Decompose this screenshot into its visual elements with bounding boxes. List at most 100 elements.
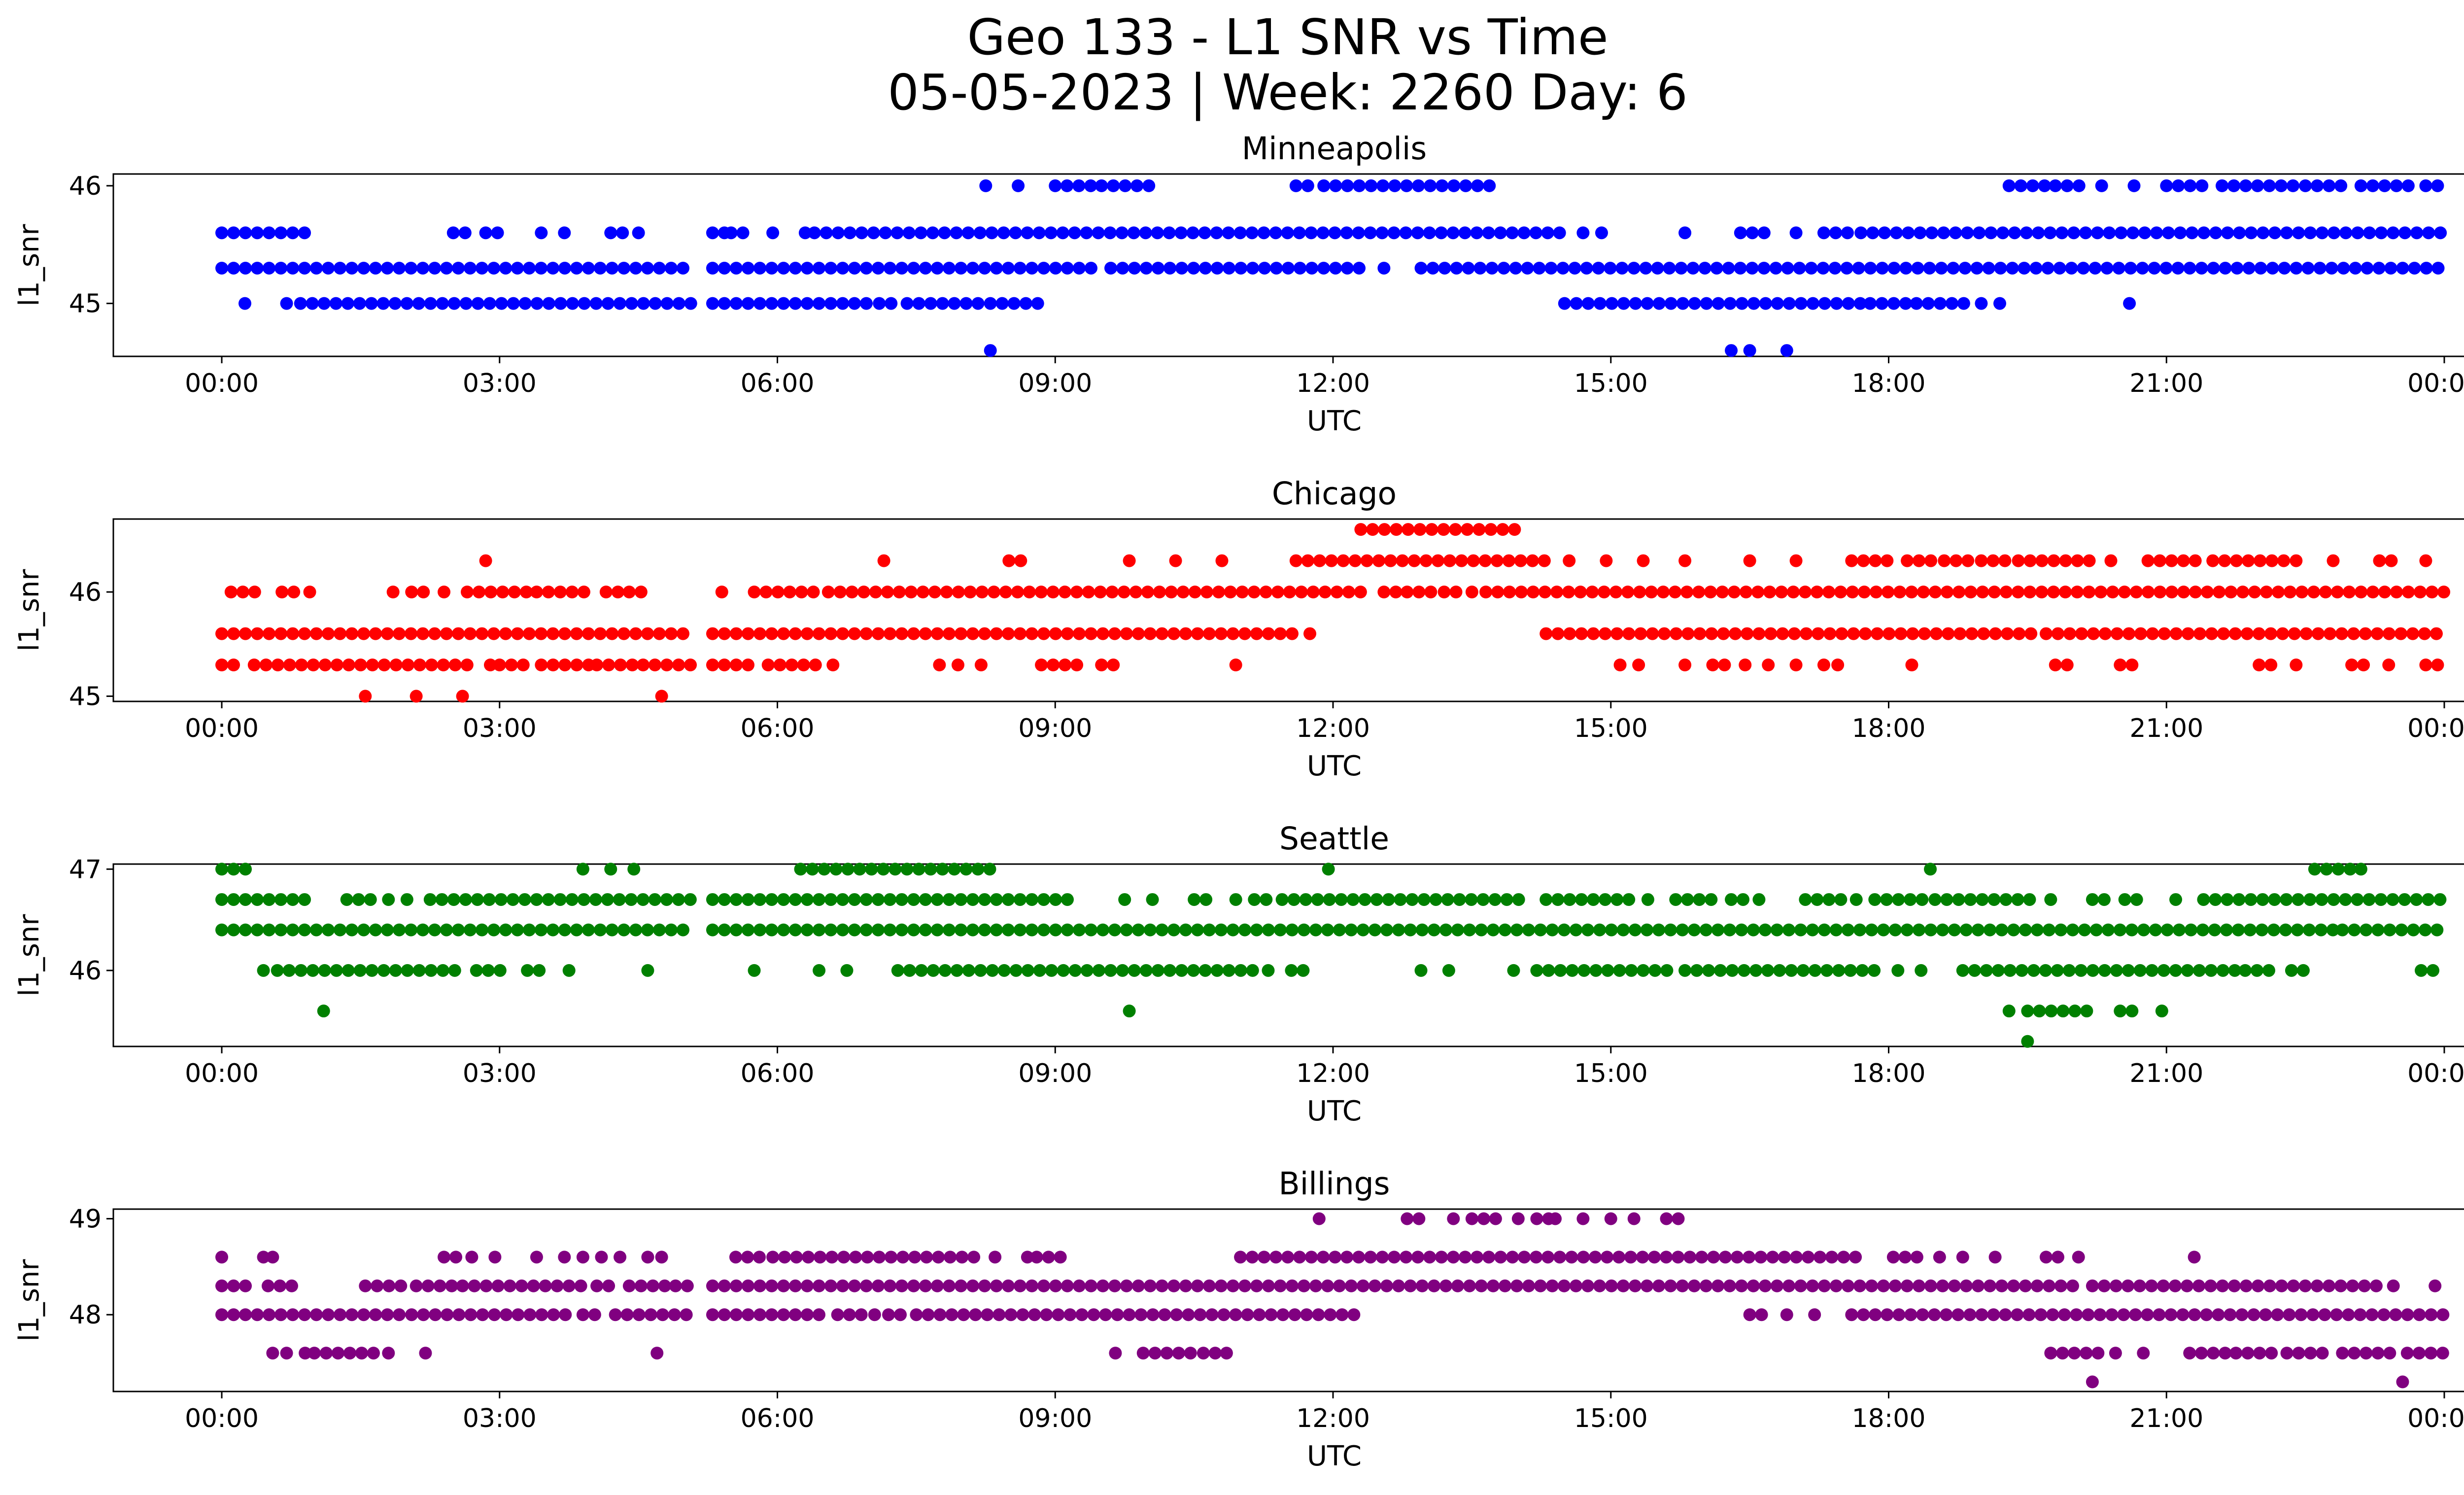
data-point [570,923,583,937]
data-point [1437,523,1450,536]
data-point [1533,261,1546,275]
data-point [706,923,719,937]
data-point [1690,964,1704,977]
data-point [1360,554,1373,567]
data-point [1176,586,1190,598]
data-point [599,586,613,598]
data-point [590,659,604,671]
data-point [251,226,264,240]
data-point [357,261,370,275]
data-point [2080,1347,2093,1360]
data-point [2315,893,2328,906]
data-point [1163,226,1176,240]
data-point [1108,627,1121,640]
data-point [1025,1279,1038,1292]
x-tick-label: 21:00 [2129,714,2203,743]
data-point [1084,923,1097,937]
data-point [1757,261,1771,275]
data-point [2253,1347,2266,1360]
data-point [1059,659,1072,671]
data-point [1822,586,1836,598]
data-point [1853,297,1867,310]
data-point [748,586,761,598]
data-point [978,893,991,906]
data-point [1111,1308,1124,1321]
data-point [1075,1308,1089,1321]
data-point [1238,923,1251,937]
data-point [1248,893,1261,906]
data-point [2114,659,2127,671]
data-point [637,297,650,310]
data-point [1866,226,1880,240]
data-point [2268,893,2281,906]
data-point [1778,1251,1791,1264]
data-point [487,923,500,937]
data-point [1751,586,1765,598]
data-point [1788,627,1801,640]
data-point [840,964,854,977]
data-point [449,1251,462,1264]
data-point [1705,627,1718,640]
data-point [718,659,731,671]
data-point [845,586,858,598]
data-point [215,923,228,937]
data-point [1500,893,1513,906]
data-point [2204,1279,2217,1292]
data-point [1356,923,1369,937]
data-point [871,923,885,937]
data-point [681,1279,694,1292]
data-point [1652,1279,1665,1292]
data-point [1021,226,1034,240]
data-point [1246,1251,1259,1264]
data-point [464,1308,478,1321]
data-point [1749,964,1763,977]
data-point [1994,261,2007,275]
data-point [2075,627,2088,640]
data-point [2098,627,2112,640]
data-point [942,261,956,275]
data-point [1004,1308,1018,1321]
data-point [1270,261,1283,275]
data-point [1678,964,1692,977]
data-point [1340,226,1353,240]
data-point [1522,923,1535,937]
data-point [1621,586,1635,598]
data-point [1652,297,1666,310]
data-point [890,226,904,240]
data-point [1557,923,1571,937]
data-point [1675,261,1688,275]
data-point [251,627,264,640]
data-point [963,586,977,598]
data-point [1945,297,1958,310]
data-point [2066,923,2079,937]
data-point [2186,226,2199,240]
data-point [616,226,629,240]
data-point [1461,523,1474,536]
data-point [2377,1308,2391,1321]
x-tick-label: 00:00 [185,369,259,398]
data-point [2253,659,2266,671]
subplot-title: Billings [1279,1166,1390,1202]
data-point [1226,1279,1239,1292]
data-point [2327,893,2340,906]
data-point [2276,627,2289,640]
data-point [401,659,414,671]
data-point [930,923,944,937]
data-point [364,893,377,906]
data-point [1229,1308,1242,1321]
data-point [1869,554,1882,567]
y-axis-label: l1_snr [13,569,45,652]
data-point [1714,964,1727,977]
data-point [1540,627,1553,640]
data-point [974,659,988,671]
data-point [954,1279,967,1292]
data-point [2426,586,2439,598]
data-point [1956,1251,1969,1264]
data-point [1435,226,1448,240]
data-point [1450,261,1463,275]
data-point [2032,226,2045,240]
data-point [2110,964,2123,977]
data-point [2407,923,2420,937]
data-point [547,627,559,640]
data-point [2172,923,2186,937]
